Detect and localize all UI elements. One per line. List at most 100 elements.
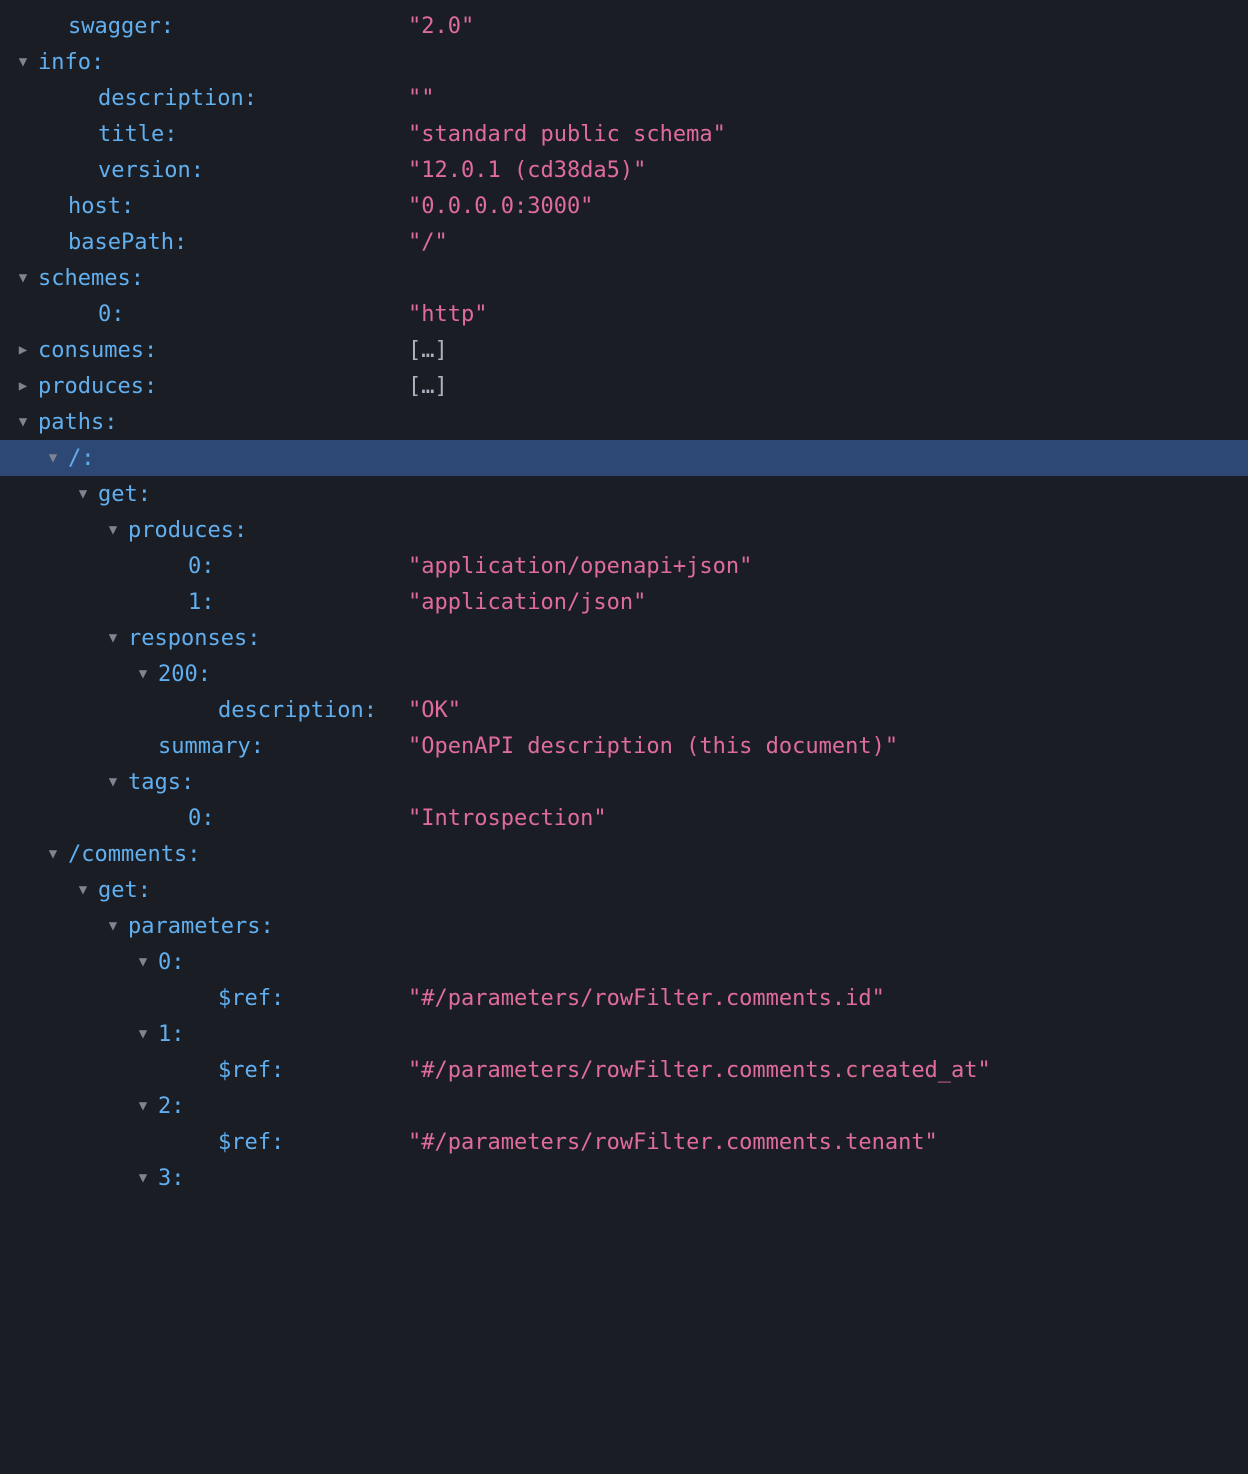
indent (68, 710, 98, 711)
tree-row[interactable]: description:"" (0, 80, 1248, 116)
indent (38, 890, 68, 891)
tree-row[interactable]: host:"0.0.0.0:3000" (0, 188, 1248, 224)
indent (98, 1106, 128, 1107)
tree-row[interactable]: 200: (0, 656, 1248, 692)
chevron-down-icon[interactable] (128, 1170, 158, 1186)
tree-row[interactable]: $ref:"#/parameters/rowFilter.comments.id… (0, 980, 1248, 1016)
tree-key: swagger (68, 14, 161, 39)
chevron-down-icon[interactable] (38, 450, 68, 466)
tree-row[interactable]: consumes:[…] (0, 332, 1248, 368)
indent (98, 1178, 128, 1179)
tree-key: title (98, 122, 164, 147)
tree-key: version (98, 158, 191, 183)
colon: : (81, 446, 94, 471)
indent (8, 746, 38, 747)
tree-key: $ref (218, 1058, 271, 1083)
indent (38, 638, 68, 639)
tree-row[interactable]: title: "standard public schema" (0, 116, 1248, 152)
indent (68, 962, 98, 963)
tree-key: tags (128, 770, 181, 795)
chevron-down-icon[interactable] (128, 666, 158, 682)
tree-row[interactable]: description:"OK" (0, 692, 1248, 728)
indent (8, 566, 38, 567)
chevron-down-icon[interactable] (38, 846, 68, 862)
tree-row[interactable]: schemes: (0, 260, 1248, 296)
chevron-down-icon[interactable] (8, 270, 38, 286)
tree-row[interactable]: info: (0, 44, 1248, 80)
chevron-down-icon[interactable] (98, 630, 128, 646)
tree-key: schemes (38, 266, 131, 291)
tree-row[interactable]: 0:"Introspection" (0, 800, 1248, 836)
chevron-down-icon[interactable] (98, 522, 128, 538)
indent (68, 530, 98, 531)
tree-row[interactable]: get: (0, 476, 1248, 512)
indent (128, 710, 158, 711)
indent (38, 818, 68, 819)
indent (8, 458, 38, 459)
indent (8, 674, 38, 675)
tree-key: summary (158, 734, 251, 759)
chevron-down-icon[interactable] (98, 918, 128, 934)
chevron-down-icon[interactable] (98, 774, 128, 790)
tree-row[interactable]: 3: (0, 1160, 1248, 1196)
indent (8, 1178, 38, 1179)
indent (68, 818, 98, 819)
tree-row[interactable]: 1:"application/json" (0, 584, 1248, 620)
colon: : (171, 1022, 184, 1047)
colon: : (271, 986, 284, 1011)
tree-row[interactable]: responses: (0, 620, 1248, 656)
tree-row[interactable]: tags: (0, 764, 1248, 800)
chevron-down-icon[interactable] (68, 882, 98, 898)
colon: : (260, 914, 273, 939)
tree-row[interactable]: paths: (0, 404, 1248, 440)
tree-row[interactable]: swagger:"2.0" (0, 8, 1248, 44)
tree-row[interactable]: 1: (0, 1016, 1248, 1052)
chevron-right-icon[interactable] (8, 378, 38, 394)
tree-row[interactable]: basePath:"/" (0, 224, 1248, 260)
colon: : (91, 50, 104, 75)
tree-key: 0 (98, 302, 111, 327)
indent (38, 998, 68, 999)
colon: : (171, 950, 184, 975)
tree-row[interactable]: $ref: "#/parameters/rowFilter.comments.cr… (0, 1052, 1248, 1088)
colon: : (171, 1166, 184, 1191)
chevron-down-icon[interactable] (128, 1026, 158, 1042)
indent (8, 26, 38, 27)
tree-row[interactable]: /: (0, 440, 1248, 476)
indent (98, 1142, 128, 1143)
chevron-down-icon[interactable] (68, 486, 98, 502)
tree-row[interactable]: 0:"application/openapi+json" (0, 548, 1248, 584)
indent (68, 638, 98, 639)
tree-row[interactable]: /comments: (0, 836, 1248, 872)
tree-key: get (98, 482, 138, 507)
colon: : (164, 122, 177, 147)
json-tree-view: swagger:"2.0"info:description:"" title: "s… (0, 0, 1248, 1196)
tree-value-string: "#/parameters/rowFilter.comments.created… (408, 1058, 991, 1083)
tree-row[interactable]: $ref:"#/parameters/rowFilter.comments.te… (0, 1124, 1248, 1160)
colon: : (247, 626, 260, 651)
chevron-down-icon[interactable] (8, 54, 38, 70)
chevron-down-icon[interactable] (128, 1098, 158, 1114)
colon: : (234, 518, 247, 543)
tree-row[interactable]: summary:"OpenAPI description (this docum… (0, 728, 1248, 764)
indent (38, 1034, 68, 1035)
tree-row[interactable]: 0: (0, 944, 1248, 980)
indent (68, 1106, 98, 1107)
indent (68, 1070, 98, 1071)
chevron-right-icon[interactable] (8, 342, 38, 358)
tree-row[interactable]: version:"12.0.1 (cd38da5)" (0, 152, 1248, 188)
tree-row[interactable]: get: (0, 872, 1248, 908)
tree-row[interactable]: produces:[…] (0, 368, 1248, 404)
tree-row[interactable]: 0:"http" (0, 296, 1248, 332)
tree-row[interactable]: 2: (0, 1088, 1248, 1124)
colon: : (181, 770, 194, 795)
tree-row[interactable]: parameters: (0, 908, 1248, 944)
indent (38, 674, 68, 675)
tree-value-string: "standard public schema" (408, 122, 726, 147)
tree-row[interactable]: produces: (0, 512, 1248, 548)
indent (8, 890, 38, 891)
chevron-down-icon[interactable] (128, 954, 158, 970)
colon: : (271, 1058, 284, 1083)
indent (98, 602, 128, 603)
chevron-down-icon[interactable] (8, 414, 38, 430)
